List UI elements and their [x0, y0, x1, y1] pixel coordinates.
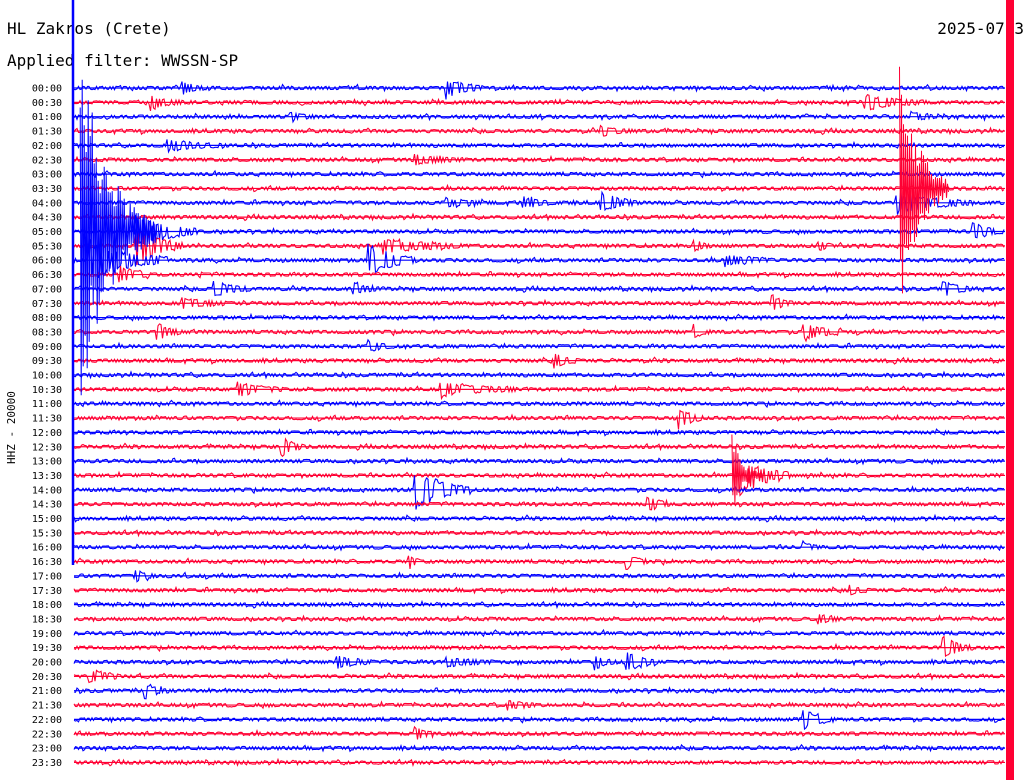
row-label-0100: 01:00	[32, 112, 62, 123]
row-label-1400: 14:00	[32, 485, 62, 496]
clipping-bar-right	[1006, 0, 1014, 780]
row-label-2000: 20:00	[32, 658, 62, 669]
row-label-0130: 01:30	[32, 127, 62, 138]
row-label-1300: 13:00	[32, 457, 62, 468]
row-label-0200: 02:00	[32, 141, 62, 152]
trace-row-0730	[73, 294, 1005, 310]
row-label-1700: 17:00	[32, 571, 62, 582]
row-label-2200: 22:00	[32, 715, 62, 726]
trace-row-0630	[73, 265, 1005, 283]
trace-row-0600	[73, 235, 1005, 279]
trace-row-2030	[73, 669, 1005, 684]
row-label-1900: 19:00	[32, 629, 62, 640]
row-label-0600: 06:00	[32, 256, 62, 267]
row-label-2330: 23:30	[32, 758, 62, 769]
traces	[73, 81, 1005, 767]
row-label-0800: 08:00	[32, 313, 62, 324]
row-label-0400: 04:00	[32, 198, 62, 209]
row-label-0630: 06:30	[32, 270, 62, 281]
trace-row-1630	[73, 555, 1005, 570]
row-label-0830: 08:30	[32, 327, 62, 338]
row-label-2030: 20:30	[32, 672, 62, 683]
row-label-0430: 04:30	[32, 213, 62, 224]
row-label-0730: 07:30	[32, 299, 62, 310]
trace-row-1330	[73, 465, 1005, 497]
row-label-1830: 18:30	[32, 614, 62, 625]
row-label-0930: 09:30	[32, 356, 62, 367]
row-label-0300: 03:00	[32, 170, 62, 181]
trace-row-0500	[73, 214, 1005, 246]
row-label-1430: 14:30	[32, 500, 62, 511]
row-label-1030: 10:30	[32, 385, 62, 396]
row-labels: 00:00 00:30 01:00 01:30 02:00 02:30 03:00 03:30…	[32, 84, 62, 769]
row-label-0500: 05:00	[32, 227, 62, 238]
row-label-0000: 00:00	[32, 84, 62, 95]
station-title: HL Zakros (Crete)	[7, 19, 171, 38]
row-label-1630: 16:30	[32, 557, 62, 568]
long-event-2	[731, 434, 764, 506]
trace-row-0000	[73, 81, 1005, 100]
row-label-1230: 12:30	[32, 442, 62, 453]
row-label-0530: 05:30	[32, 241, 62, 252]
trace-row-1130	[73, 409, 1005, 430]
row-label-2130: 21:30	[32, 701, 62, 712]
row-label-1600: 16:00	[32, 543, 62, 554]
row-label-2230: 22:30	[32, 729, 62, 740]
row-label-0030: 00:30	[32, 98, 62, 109]
row-label-1530: 15:30	[32, 528, 62, 539]
row-label-1200: 12:00	[32, 428, 62, 439]
row-label-0900: 09:00	[32, 342, 62, 353]
long-event-1	[899, 66, 949, 294]
long-events	[71, 0, 1014, 780]
row-label-0330: 03:30	[32, 184, 62, 195]
trace-row-1000	[73, 370, 1005, 380]
trace-row-0900	[73, 338, 1005, 352]
row-label-1730: 17:30	[32, 586, 62, 597]
row-label-1330: 13:30	[32, 471, 62, 482]
filter-label: Applied filter: WWSSN-SP	[7, 51, 239, 70]
row-label-1130: 11:30	[32, 414, 62, 425]
trace-row-1530	[73, 528, 1005, 538]
trace-row-0400	[73, 190, 1005, 215]
date-title: 2025-07-3	[937, 19, 1024, 38]
trace-row-1230	[73, 437, 1005, 458]
row-label-0700: 07:00	[32, 284, 62, 295]
long-event-0	[79, 79, 158, 396]
row-label-2300: 23:00	[32, 744, 62, 755]
trace-row-1830	[73, 614, 1005, 625]
trace-row-2100	[73, 683, 1005, 700]
trace-row-1600	[73, 539, 1005, 552]
trace-row-0700	[73, 280, 1005, 297]
trace-row-2330	[73, 757, 1005, 767]
trace-row-1930	[73, 635, 1004, 658]
row-label-1500: 15:00	[32, 514, 62, 525]
row-label-1000: 10:00	[32, 371, 62, 382]
row-label-0230: 02:30	[32, 155, 62, 166]
row-label-2100: 21:00	[32, 686, 62, 697]
row-label-1100: 11:00	[32, 399, 62, 410]
row-label-1930: 19:30	[32, 643, 62, 654]
trace-row-1430	[73, 496, 1005, 511]
row-label-1800: 18:00	[32, 600, 62, 611]
trace-row-1030	[73, 381, 1005, 401]
